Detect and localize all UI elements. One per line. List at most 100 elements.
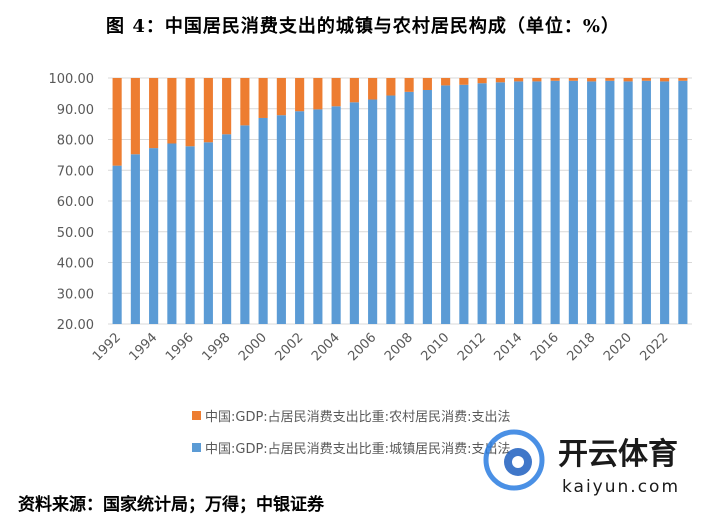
bar-rural [276,78,286,116]
bar-rural [587,78,597,82]
bar-urban [623,81,633,324]
bar-urban [149,148,159,324]
chart-title: 图 4：中国居民消费支出的城镇与农村居民构成（单位：%） [106,16,620,37]
bar-rural [641,78,651,81]
bar-rural [240,78,250,126]
bar-rural [623,78,633,82]
bar-urban [185,146,195,324]
bar-urban [331,106,341,324]
x-tick-label: 2012 [455,330,489,364]
x-tick-label: 1994 [126,330,160,364]
bar-rural [532,78,542,82]
kaiyun-watermark-logo: 开云体育 kaiyun.com [483,429,680,497]
x-tick-label: 1996 [163,330,197,364]
bar-rural [203,78,213,143]
bar-urban [459,84,469,324]
bar-rural [441,78,451,86]
bar-rural [459,78,469,85]
stacked-bar-chart: 20.00 30.00 40.00 50.00 60.00 70.00 80.00 90.00… [49,72,692,364]
bar-rural [368,78,378,100]
x-tick-label: 2000 [236,330,270,364]
bar-urban [258,117,268,324]
bar-urban [240,125,250,324]
x-tick-label: 2004 [309,330,343,364]
x-tick-label: 2022 [637,330,671,364]
bar-urban [313,109,323,325]
x-tick-label: 2002 [272,330,306,364]
svg-text:开云体育: 开云体育 [558,437,678,472]
bar-rural [167,78,177,144]
legend-label-urban: 中国:GDP:占居民消费支出比重:城镇居民消费:支出法 [205,442,511,457]
bar-urban [641,80,651,324]
bar-urban [660,81,670,324]
y-tick-label: 30.00 [57,287,94,302]
y-tick-label: 40.00 [57,257,94,272]
bar-rural [495,78,505,83]
svg-text:kaiyun.com: kaiyun.com [562,477,680,497]
bar-urban [222,134,232,324]
y-tick-label: 50.00 [57,226,94,241]
bar-rural [222,78,232,135]
bar-urban [130,154,140,324]
bar-urban [404,91,414,325]
bar-urban [441,85,451,324]
bar-urban [386,95,396,324]
bar-rural [149,78,159,149]
bar-rural [386,78,396,96]
bar-urban [605,80,615,324]
bar-urban [495,82,505,325]
bar-rural [550,78,560,81]
y-tick-label: 60.00 [57,195,94,210]
bar-rural [422,78,432,90]
bar-rural [130,78,140,155]
bar-rural [568,78,578,81]
bar-rural [331,78,341,107]
bar-urban [477,83,487,324]
bar-urban [550,80,560,324]
y-tick-label: 80.00 [57,134,94,149]
bar-rural [313,78,323,110]
legend-swatch-urban [192,443,201,452]
x-tick-label: 2016 [528,330,562,364]
x-tick-label: 2006 [345,330,379,364]
bar-urban [112,165,122,324]
bar-urban [568,80,578,324]
bar-urban [368,99,378,325]
x-tick-label: 2018 [564,330,598,364]
x-tick-label: 1992 [90,330,124,364]
bar-rural [258,78,268,118]
y-tick-label: 90.00 [57,103,94,118]
bar-rural [660,78,670,82]
bar-urban [532,81,542,324]
x-tick-label: 2008 [382,330,416,364]
bar-rural [295,78,305,112]
bar-urban [587,81,597,324]
y-tick-label: 70.00 [57,164,94,179]
bar-rural [112,78,122,166]
bar-urban [203,142,213,324]
x-tick-label: 2010 [418,330,452,364]
legend-item-urban: 中国:GDP:占居民消费支出比重:城镇居民消费:支出法 [192,438,510,457]
bar-urban [422,89,432,325]
source-note: 资料来源：国家统计局；万得；中银证券 [18,495,324,515]
x-tick-label: 1998 [199,330,233,364]
bar-rural [678,78,688,81]
x-tick-label: 2020 [601,330,635,364]
legend-swatch-rural [192,411,201,420]
bar-rural [514,78,524,82]
bar-urban [295,111,305,325]
bar-urban [167,143,177,324]
bar-rural [477,78,487,84]
bar-urban [514,81,524,324]
y-tick-label: 20.00 [57,318,94,333]
bar-rural [185,78,195,147]
bar-rural [605,78,615,81]
bar-urban [276,115,286,325]
legend-item-rural: 中国:GDP:占居民消费支出比重:农村居民消费:支出法 [192,406,510,425]
bar-urban [349,102,359,324]
bar-rural [349,78,359,103]
bar-urban [678,80,688,324]
legend-label-rural: 中国:GDP:占居民消费支出比重:农村居民消费:支出法 [205,410,511,425]
x-tick-label: 2014 [491,330,525,364]
y-tick-label: 100.00 [49,72,95,87]
